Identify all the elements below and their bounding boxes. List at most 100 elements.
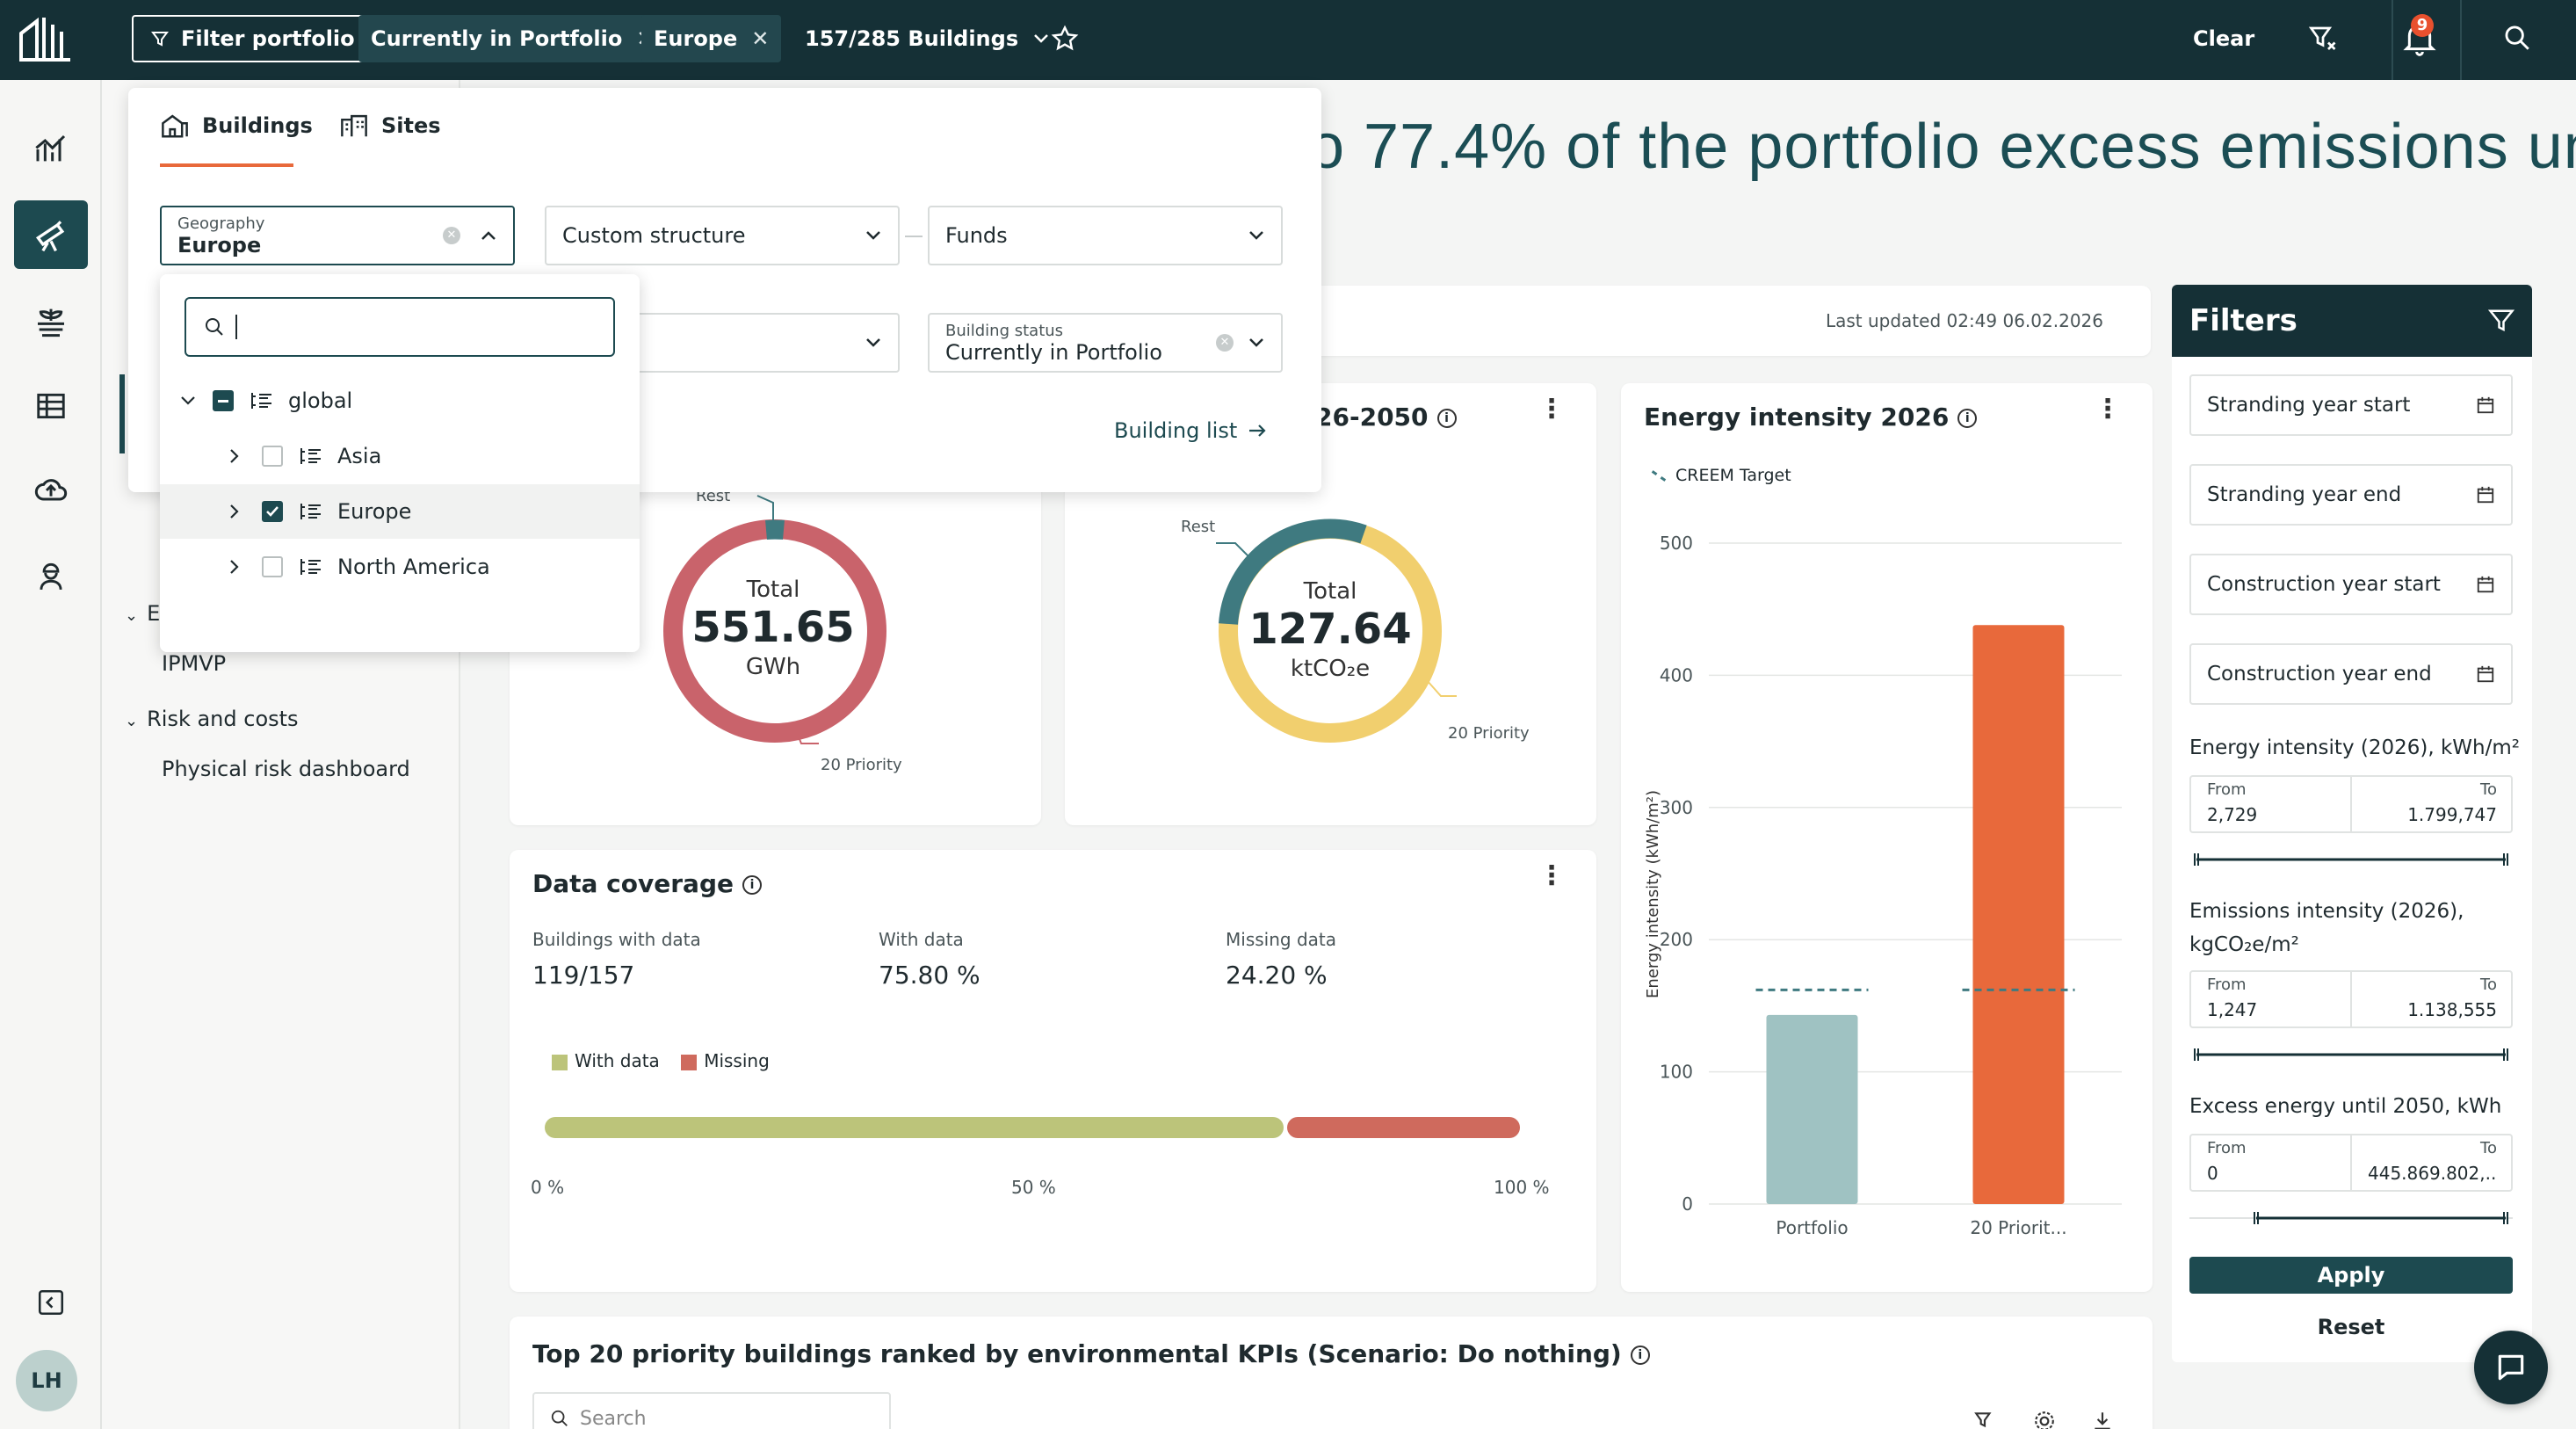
construction-year-end-field[interactable]: Construction year end xyxy=(2189,643,2513,705)
excess-energy-from[interactable]: From 0 xyxy=(2191,1135,2352,1190)
top-bar: Filter portfolio Currently in Portfolio … xyxy=(0,0,2576,80)
geography-select[interactable]: Geography Europe ✕ xyxy=(160,206,515,265)
info-icon[interactable]: i xyxy=(742,875,762,895)
tree-item[interactable]: Europe xyxy=(160,484,640,539)
tree-item[interactable]: global xyxy=(160,374,640,428)
tree-item[interactable]: Asia xyxy=(160,429,640,483)
chevron-right-icon[interactable] xyxy=(228,447,248,465)
emissions-title-text: 26-2050 xyxy=(1315,403,1429,432)
building-status-select[interactable]: Building status Currently in Portfolio ✕ xyxy=(928,313,1283,373)
clear-button[interactable]: Clear xyxy=(2193,15,2254,62)
more-options-icon[interactable]: ⋮ xyxy=(1538,860,1565,891)
info-icon[interactable]: i xyxy=(1630,1346,1650,1365)
energy-intensity-from[interactable]: From 2,729 xyxy=(2191,777,2352,831)
collapse-sidebar-icon[interactable] xyxy=(14,1268,88,1337)
clear-icon[interactable]: ✕ xyxy=(1216,334,1234,352)
tree-item-label: Europe xyxy=(337,499,412,524)
emissions-intensity-slider[interactable] xyxy=(2189,1046,2513,1063)
legend-target-label: CREEM Target xyxy=(1675,466,1791,485)
hierarchy-icon xyxy=(250,390,274,411)
avatar[interactable]: LH xyxy=(16,1350,77,1411)
app-logo[interactable] xyxy=(18,12,74,65)
chevron-down-icon[interactable] xyxy=(179,395,199,407)
emissions-intensity-to[interactable]: To 1.138,555 xyxy=(2352,972,2513,1026)
filter-portfolio-button[interactable]: Filter portfolio xyxy=(132,15,374,62)
excess-energy-slider[interactable] xyxy=(2189,1209,2513,1227)
donut-total-value: 127.64 xyxy=(1248,605,1412,654)
checkbox[interactable] xyxy=(262,446,283,467)
excess-energy-to[interactable]: To 445.869.802,... xyxy=(2352,1135,2513,1190)
donut-total-label: Total xyxy=(1303,578,1357,605)
to-value: 1.799,747 xyxy=(2407,804,2497,825)
funnel-clear-icon[interactable] xyxy=(1973,1410,1996,1429)
top20-search-input[interactable]: Search xyxy=(532,1392,891,1429)
download-icon[interactable] xyxy=(2091,1410,2114,1429)
nav-item-physical-risk[interactable]: Physical risk dashboard xyxy=(162,757,410,781)
info-icon[interactable]: i xyxy=(1957,409,1978,428)
custom-structure-select[interactable]: Custom structure xyxy=(545,206,900,265)
y-tick-label: 200 xyxy=(1660,929,1693,950)
gear-icon[interactable] xyxy=(2033,1410,2056,1429)
geography-search-input[interactable] xyxy=(185,297,615,357)
energy-intensity-to[interactable]: To 1.799,747 xyxy=(2352,777,2513,831)
reset-button[interactable]: Reset xyxy=(2317,1315,2385,1339)
clear-icon[interactable]: ✕ xyxy=(443,227,460,244)
chevron-right-icon[interactable] xyxy=(228,558,248,576)
with-data-value: 75.80 % xyxy=(879,961,980,990)
more-options-icon[interactable]: ⋮ xyxy=(2095,394,2121,424)
worker-icon[interactable] xyxy=(14,541,88,610)
checkbox[interactable] xyxy=(262,501,283,522)
more-options-icon[interactable]: ⋮ xyxy=(1538,394,1565,424)
filter-tag-status: Currently in Portfolio ✕ xyxy=(358,15,667,62)
stranding-year-start-field[interactable]: Stranding year start xyxy=(2189,374,2513,436)
telescope-icon[interactable] xyxy=(14,200,88,269)
calendar-icon xyxy=(2476,575,2495,594)
plant-icon[interactable] xyxy=(14,287,88,355)
close-icon[interactable]: ✕ xyxy=(751,26,770,51)
checkbox[interactable] xyxy=(262,556,283,577)
building-count-dropdown[interactable]: 157/285 Buildings xyxy=(805,15,1050,62)
stranding-year-end-field[interactable]: Stranding year end xyxy=(2189,464,2513,526)
emissions-intensity-from[interactable]: From 1,247 xyxy=(2191,972,2352,1026)
tab-buildings[interactable]: Buildings xyxy=(160,112,313,139)
to-label: To xyxy=(2480,1139,2497,1157)
construction-year-start-label: Construction year start xyxy=(2207,573,2441,596)
calendar-icon xyxy=(2476,664,2495,684)
funds-select[interactable]: Funds xyxy=(928,206,1283,265)
chart-legend: CREEM Target xyxy=(1651,466,1791,485)
y-axis-label: Energy intensity (kWh/m²) xyxy=(1644,790,1662,998)
chevron-right-icon[interactable] xyxy=(228,503,248,520)
hierarchy-icon xyxy=(299,446,323,467)
search-icon[interactable] xyxy=(2502,23,2532,53)
nav-section-e-label: E xyxy=(147,601,161,626)
apply-button[interactable]: Apply xyxy=(2189,1257,2513,1294)
nav-item-ipmvp[interactable]: IPMVP xyxy=(162,651,227,676)
info-icon[interactable]: i xyxy=(1436,409,1457,428)
cloud-upload-icon[interactable] xyxy=(14,456,88,525)
chevron-up-icon[interactable] xyxy=(480,229,497,242)
funnel-icon[interactable] xyxy=(2488,308,2514,334)
top20-search-placeholder: Search xyxy=(580,1407,647,1429)
chat-button[interactable] xyxy=(2474,1331,2548,1404)
legend-missing-label: Missing xyxy=(704,1050,770,1071)
tree-item[interactable]: North America xyxy=(160,540,640,594)
filters-title: Filters xyxy=(2189,303,2297,338)
nav-section-e[interactable]: ⌄ E xyxy=(125,601,161,626)
checkbox[interactable] xyxy=(213,390,234,411)
stranding-year-end-label: Stranding year end xyxy=(2207,483,2402,506)
table-icon[interactable] xyxy=(14,372,88,440)
chevron-down-icon[interactable] xyxy=(1248,337,1265,349)
building-list-link[interactable]: Building list xyxy=(1114,418,1267,443)
tab-sites[interactable]: Sites xyxy=(339,112,441,139)
star-icon[interactable] xyxy=(1051,25,1079,53)
bar[interactable] xyxy=(1972,625,2065,1204)
top20-card: Top 20 priority buildings ranked by envi… xyxy=(510,1317,2153,1429)
bar[interactable] xyxy=(1766,1014,1858,1204)
legend-target-swatch xyxy=(1651,470,1667,482)
energy-intensity-slider[interactable] xyxy=(2189,851,2513,868)
filters-panel: Filters Stranding year start Stranding y… xyxy=(2172,285,2532,1362)
construction-year-start-field[interactable]: Construction year start xyxy=(2189,554,2513,615)
analytics-icon[interactable] xyxy=(14,115,88,184)
funnel-clear-icon[interactable] xyxy=(2307,23,2339,54)
nav-section-risk[interactable]: ⌄ Risk and costs xyxy=(125,707,299,731)
